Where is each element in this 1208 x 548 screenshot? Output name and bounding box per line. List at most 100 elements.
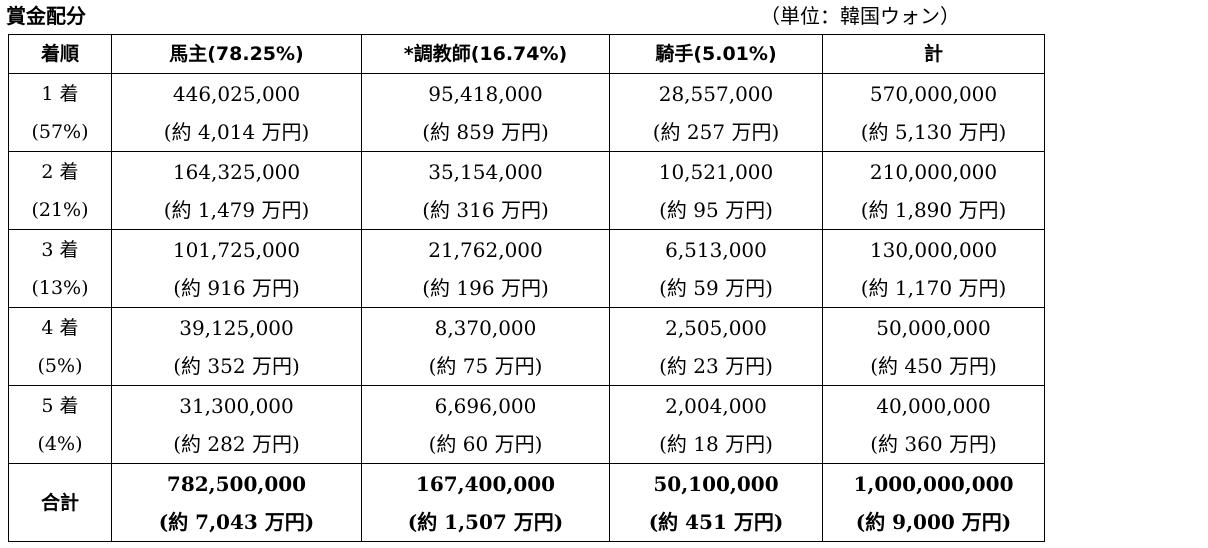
amount-krw: 570,000,000 [869, 81, 998, 106]
header-rank: 着順 [8, 34, 112, 74]
trainer-cell: 8,370,000 (約 75 万円) [361, 307, 610, 386]
amount-krw: 50,000,000 [876, 315, 991, 340]
rank-label: 5 着 [41, 394, 79, 417]
unit-note: （単位：韓国ウォン） [760, 4, 960, 28]
owner-cell: 164,325,000 (約 1,479 万円) [111, 151, 362, 230]
amount-jpy-approx: (約 18 万円) [659, 431, 773, 456]
rank-cell: 2 着 (21%) [8, 151, 112, 230]
amount-krw: 95,418,000 [428, 81, 543, 106]
amount-jpy-approx: (約 7,043 万円) [158, 509, 315, 534]
jockey-cell: 28,557,000 (約 257 万円) [609, 73, 823, 152]
rank-label: 3 着 [41, 238, 79, 261]
amount-jpy-approx: (約 9,000 万円) [855, 509, 1012, 534]
prize-distribution-table: 着順 馬主(78.25%) *調教師(16.74%) 騎手(5.01%) 計 1… [8, 34, 1045, 542]
owner-cell: 31,300,000 (約 282 万円) [111, 385, 362, 464]
rank-cell: 5 着 (4%) [8, 385, 112, 464]
amount-krw: 31,300,000 [179, 393, 294, 418]
total-label-cell: 合計 [8, 463, 112, 542]
header-trainer: *調教師(16.74%) [361, 34, 610, 74]
rank-cell: 4 着 (5%) [8, 307, 112, 386]
amount-jpy-approx: (約 916 万円) [173, 275, 300, 300]
jockey-cell: 2,505,000 (約 23 万円) [609, 307, 823, 386]
amount-krw: 2,505,000 [665, 315, 767, 340]
rank-label: 4 着 [41, 316, 79, 339]
amount-jpy-approx: (約 59 万円) [659, 275, 773, 300]
owner-total-cell: 782,500,000 (約 7,043 万円) [111, 463, 362, 542]
table-row: 5 着 (4%) 31,300,000 (約 282 万円) 6,696,000… [8, 385, 1045, 464]
amount-jpy-approx: (約 95 万円) [659, 197, 773, 222]
rank-share: (4%) [37, 432, 83, 455]
amount-jpy-approx: (約 352 万円) [173, 353, 300, 378]
amount-krw: 40,000,000 [876, 393, 991, 418]
rank-label: 1 着 [41, 82, 79, 105]
rank-share: (5%) [37, 354, 83, 377]
amount-jpy-approx: (約 1,170 万円) [860, 275, 1007, 300]
amount-jpy-approx: (約 75 万円) [428, 353, 543, 378]
amount-krw: 210,000,000 [869, 159, 998, 184]
amount-krw: 10,521,000 [658, 159, 774, 184]
amount-krw: 39,125,000 [179, 315, 294, 340]
table-row: 4 着 (5%) 39,125,000 (約 352 万円) 8,370,000… [8, 307, 1045, 386]
trainer-cell: 21,762,000 (約 196 万円) [361, 229, 610, 308]
trainer-cell: 95,418,000 (約 859 万円) [361, 73, 610, 152]
amount-krw: 21,762,000 [428, 237, 543, 262]
amount-jpy-approx: (約 360 万円) [870, 431, 997, 456]
amount-jpy-approx: (約 1,507 万円) [407, 509, 564, 534]
amount-jpy-approx: (約 1,479 万円) [163, 197, 310, 222]
amount-krw: 164,325,000 [172, 159, 301, 184]
amount-jpy-approx: (約 1,890 万円) [860, 197, 1007, 222]
header-total: 計 [822, 34, 1045, 74]
rank-share: (57%) [31, 120, 89, 143]
amount-krw: 167,400,000 [415, 471, 556, 496]
table-row: 3 着 (13%) 101,725,000 (約 916 万円) 21,762,… [8, 229, 1045, 308]
amount-krw: 35,154,000 [428, 159, 543, 184]
amount-krw: 101,725,000 [172, 237, 301, 262]
total-cell: 130,000,000 (約 1,170 万円) [822, 229, 1045, 308]
owner-cell: 101,725,000 (約 916 万円) [111, 229, 362, 308]
rank-share: (13%) [31, 276, 89, 299]
total-cell: 50,000,000 (約 450 万円) [822, 307, 1045, 386]
grand-total-cell: 1,000,000,000 (約 9,000 万円) [822, 463, 1045, 542]
amount-jpy-approx: (約 859 万円) [422, 119, 549, 144]
jockey-cell: 6,513,000 (約 59 万円) [609, 229, 823, 308]
amount-jpy-approx: (約 282 万円) [173, 431, 300, 456]
header-jockey: 騎手(5.01%) [609, 34, 823, 74]
rank-cell: 3 着 (13%) [8, 229, 112, 308]
amount-krw: 50,100,000 [653, 471, 779, 496]
amount-jpy-approx: (約 23 万円) [659, 353, 773, 378]
trainer-total-cell: 167,400,000 (約 1,507 万円) [361, 463, 610, 542]
owner-cell: 39,125,000 (約 352 万円) [111, 307, 362, 386]
amount-jpy-approx: (約 196 万円) [422, 275, 549, 300]
header-owner: 馬主(78.25%) [111, 34, 362, 74]
table-header-row: 着順 馬主(78.25%) *調教師(16.74%) 騎手(5.01%) 計 [8, 34, 1045, 74]
rank-label: 2 着 [41, 160, 79, 183]
amount-krw: 446,025,000 [172, 81, 301, 106]
rank-share: (21%) [31, 198, 89, 221]
amount-krw: 1,000,000,000 [853, 471, 1014, 496]
table-total-row: 合計 782,500,000 (約 7,043 万円) 167,400,000 … [8, 463, 1045, 542]
total-cell: 570,000,000 (約 5,130 万円) [822, 73, 1045, 152]
amount-krw: 8,370,000 [434, 315, 537, 340]
total-cell: 210,000,000 (約 1,890 万円) [822, 151, 1045, 230]
amount-jpy-approx: (約 257 万円) [652, 119, 780, 144]
amount-jpy-approx: (約 60 万円) [428, 431, 543, 456]
amount-krw: 130,000,000 [869, 237, 998, 262]
jockey-total-cell: 50,100,000 (約 451 万円) [609, 463, 823, 542]
amount-krw: 6,696,000 [434, 393, 537, 418]
amount-krw: 28,557,000 [658, 81, 774, 106]
table-row: 2 着 (21%) 164,325,000 (約 1,479 万円) 35,15… [8, 151, 1045, 230]
amount-jpy-approx: (約 5,130 万円) [860, 119, 1007, 144]
total-cell: 40,000,000 (約 360 万円) [822, 385, 1045, 464]
jockey-cell: 10,521,000 (約 95 万円) [609, 151, 823, 230]
amount-krw: 6,513,000 [665, 237, 767, 262]
trainer-cell: 35,154,000 (約 316 万円) [361, 151, 610, 230]
jockey-cell: 2,004,000 (約 18 万円) [609, 385, 823, 464]
amount-krw: 2,004,000 [665, 393, 767, 418]
amount-jpy-approx: (約 316 万円) [422, 197, 549, 222]
rank-cell: 1 着 (57%) [8, 73, 112, 152]
document-title: 賞金配分 [6, 4, 86, 28]
amount-krw: 782,500,000 [166, 471, 307, 496]
amount-jpy-approx: (約 451 万円) [648, 509, 784, 534]
owner-cell: 446,025,000 (約 4,014 万円) [111, 73, 362, 152]
amount-jpy-approx: (約 450 万円) [870, 353, 997, 378]
